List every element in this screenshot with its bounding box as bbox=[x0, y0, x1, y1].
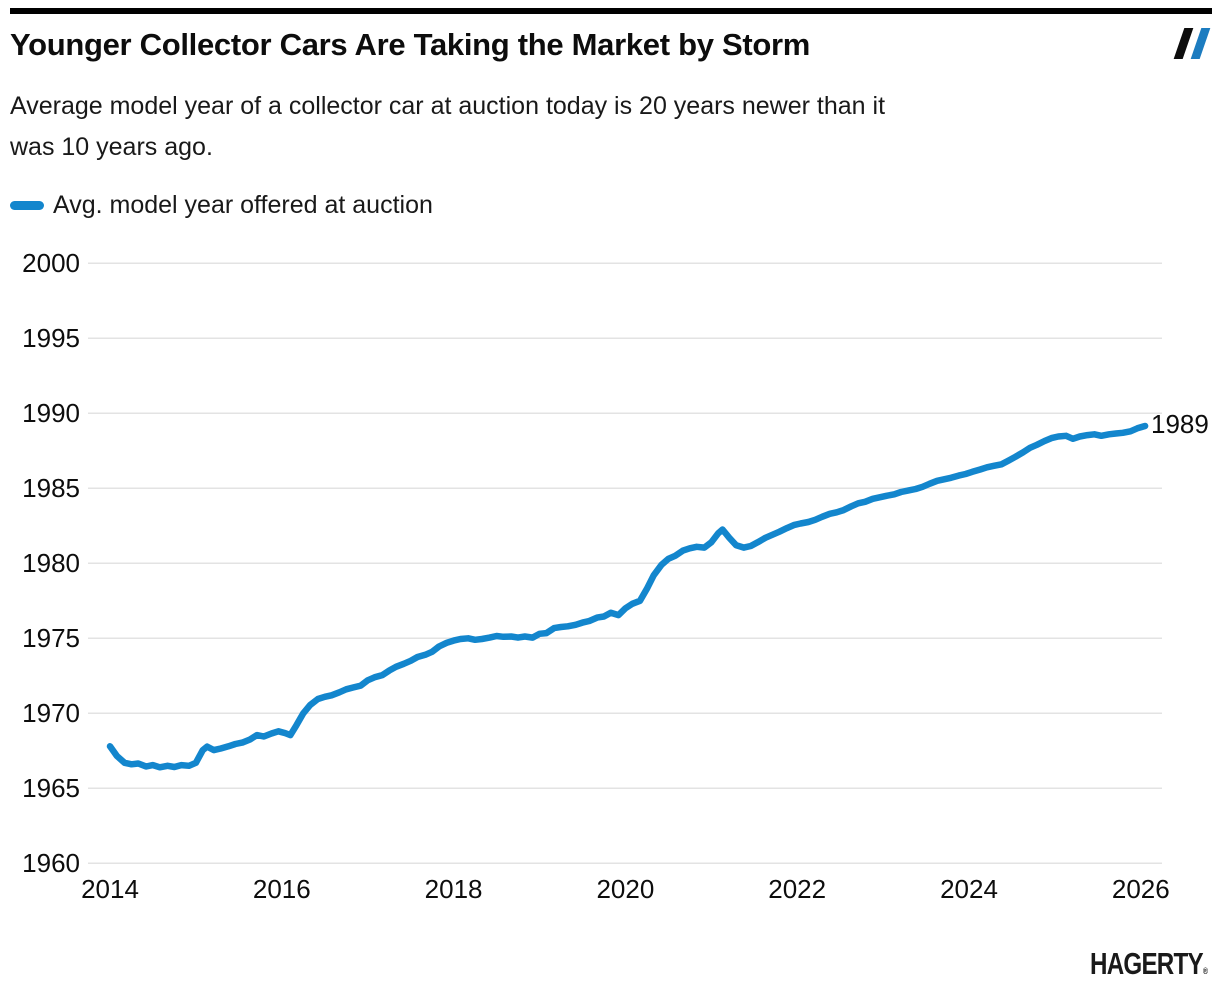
chart-subtitle: Average model year of a collector car at… bbox=[10, 86, 1180, 168]
y-axis-tick-label: 1965 bbox=[22, 773, 80, 804]
y-axis-tick-label: 1990 bbox=[22, 398, 80, 429]
x-axis-tick-label: 2014 bbox=[81, 874, 139, 904]
y-axis-tick-label: 1970 bbox=[22, 698, 80, 729]
registered-mark: ® bbox=[1202, 966, 1208, 976]
series-end-value-label: 1989 bbox=[1151, 409, 1209, 439]
chart-title: Younger Collector Cars Are Taking the Ma… bbox=[10, 27, 811, 62]
brand-text: HAGERTY bbox=[1089, 946, 1204, 981]
y-axis-tick-label: 1980 bbox=[22, 548, 80, 579]
x-axis-tick-label: 2018 bbox=[424, 874, 483, 904]
top-rule bbox=[10, 8, 1212, 14]
y-axis-tick-label: 1960 bbox=[22, 848, 80, 879]
x-axis-tick-label: 2020 bbox=[596, 874, 655, 904]
legend: Avg. model year offered at auction bbox=[10, 190, 433, 220]
legend-label: Avg. model year offered at auction bbox=[53, 190, 433, 219]
y-axis-tick-label: 1995 bbox=[22, 323, 80, 354]
y-axis-tick-label: 2000 bbox=[22, 248, 80, 279]
hagerty-wordmark: HAGERTY® bbox=[1089, 946, 1208, 982]
x-axis-tick-label: 2016 bbox=[252, 874, 311, 904]
x-axis-tick-label: 2024 bbox=[940, 874, 998, 904]
y-axis-tick-label: 1975 bbox=[22, 623, 80, 654]
subtitle-line-2: was 10 years ago. bbox=[10, 133, 213, 161]
x-axis-tick-label: 2026 bbox=[1111, 874, 1170, 904]
avg-model-year-line bbox=[106, 422, 1149, 771]
x-axis-tick-label: 2022 bbox=[768, 874, 827, 904]
legend-line-swatch-icon bbox=[10, 200, 44, 210]
subtitle-line-1: Average model year of a collector car at… bbox=[10, 92, 886, 120]
y-axis-tick-label: 1985 bbox=[22, 473, 80, 504]
